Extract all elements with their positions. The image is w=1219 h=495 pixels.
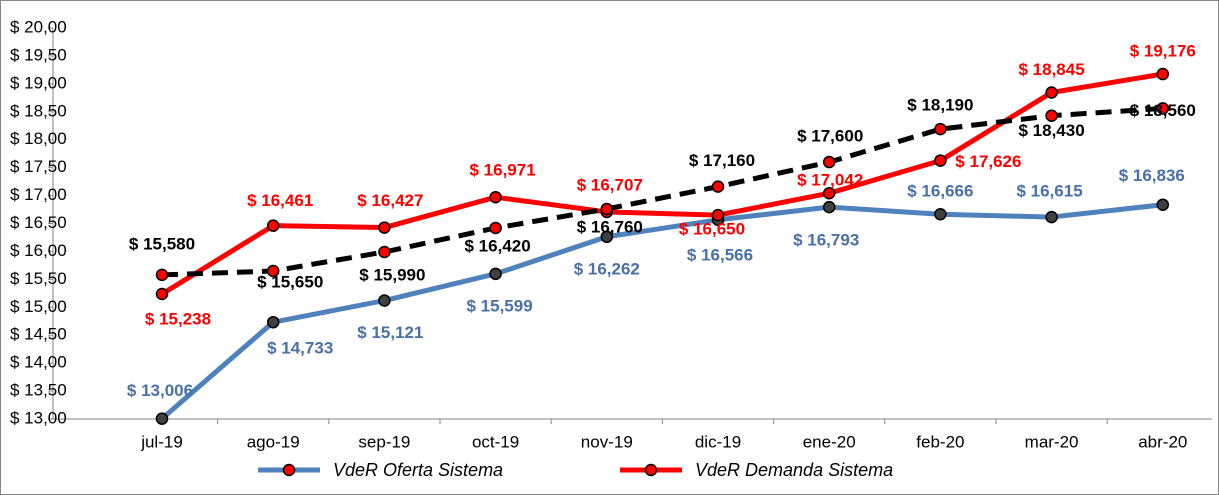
value-label: $ 17,042 xyxy=(797,171,863,190)
series-line xyxy=(160,202,1164,421)
value-label: $ 15,238 xyxy=(145,309,211,328)
marker xyxy=(600,230,614,244)
marker xyxy=(1156,102,1170,115)
marker xyxy=(1045,210,1058,224)
value-label: $ 14,733 xyxy=(267,339,333,358)
x-tick-label: nov-19 xyxy=(581,432,633,451)
y-tick-label: $ 17,50 xyxy=(10,157,67,176)
value-label: $ 16,262 xyxy=(574,259,640,278)
y-tick-label: $ 14,00 xyxy=(10,353,67,372)
value-label: $ 16,707 xyxy=(577,175,643,194)
marker xyxy=(934,154,947,167)
value-label: $ 16,566 xyxy=(687,245,753,264)
marker xyxy=(489,267,502,281)
y-tick-label: $ 20,00 xyxy=(10,17,67,36)
value-label: $ 15,650 xyxy=(257,272,323,291)
value-label: $ 17,600 xyxy=(797,127,863,146)
marker xyxy=(155,412,169,425)
y-tick-label: $ 18,00 xyxy=(10,129,67,148)
x-tick-label: mar-20 xyxy=(1025,432,1079,451)
value-label: $ 16,461 xyxy=(247,191,313,210)
value-label: $ 18,190 xyxy=(907,96,973,115)
marker xyxy=(489,221,502,235)
y-tick-label: $ 19,50 xyxy=(10,45,67,64)
marker xyxy=(822,186,836,200)
y-tick-label: $ 15,50 xyxy=(10,269,67,288)
marker xyxy=(266,315,280,329)
marker xyxy=(155,287,169,301)
marker xyxy=(1156,67,1170,81)
y-tick-label: $ 15,00 xyxy=(10,297,67,316)
legend-label: VdeR Oferta Sistema xyxy=(333,460,503,480)
value-label: $ 15,990 xyxy=(359,265,425,284)
marker xyxy=(600,202,614,216)
x-tick-label: feb-20 xyxy=(916,432,964,451)
marker xyxy=(489,190,502,204)
y-tick-label: $ 16,50 xyxy=(10,213,67,232)
value-label: $ 16,836 xyxy=(1119,166,1185,185)
legend-label: VdeR Demanda Sistema xyxy=(695,460,893,480)
x-tick-label: abr-20 xyxy=(1138,432,1187,451)
y-tick-label: $ 13,50 xyxy=(10,381,67,400)
value-label: $ 15,121 xyxy=(357,323,423,342)
x-tick-label: oct-19 xyxy=(472,432,519,451)
x-tick-label: ago-19 xyxy=(247,432,300,451)
marker xyxy=(378,221,391,234)
marker xyxy=(155,268,169,282)
marker xyxy=(711,208,725,222)
legend-marker xyxy=(282,463,296,477)
value-label: $ 15,599 xyxy=(467,296,533,315)
marker xyxy=(1156,198,1170,211)
value-label: $ 17,626 xyxy=(955,152,1021,171)
y-tick-label: $ 19,00 xyxy=(10,73,67,92)
value-label: $ 16,666 xyxy=(907,182,973,201)
y-tick-label: $ 16,00 xyxy=(10,241,67,260)
marker xyxy=(1045,109,1058,122)
value-label: $ 16,760 xyxy=(577,217,643,236)
marker xyxy=(822,155,836,169)
x-tick-label: ene-20 xyxy=(803,432,856,451)
x-tick-label: sep-19 xyxy=(358,432,410,451)
value-label: $ 16,793 xyxy=(793,231,859,250)
marker xyxy=(934,122,947,136)
series-line xyxy=(160,71,1164,297)
marker xyxy=(934,207,947,221)
y-tick-label: $ 13,00 xyxy=(10,408,67,427)
value-label: $ 15,580 xyxy=(129,234,195,253)
value-label: $ 16,420 xyxy=(465,236,531,255)
marker xyxy=(822,200,836,214)
value-label: $ 16,427 xyxy=(357,191,423,210)
legend-marker xyxy=(644,463,658,477)
y-tick-label: $ 17,00 xyxy=(10,185,67,204)
series-line xyxy=(161,105,1163,278)
x-tick-label: dic-19 xyxy=(695,432,741,451)
marker xyxy=(266,219,280,232)
marker xyxy=(711,180,725,193)
value-label: $ 18,845 xyxy=(1019,60,1085,79)
value-label: $ 18,560 xyxy=(1130,101,1196,120)
value-label: $ 16,650 xyxy=(679,220,745,239)
value-label: $ 17,160 xyxy=(689,151,755,170)
x-tick-label: jul-19 xyxy=(140,432,183,451)
marker xyxy=(1045,86,1058,99)
marker xyxy=(378,294,391,307)
y-tick-label: $ 14,50 xyxy=(10,325,67,344)
y-tick-label: $ 18,50 xyxy=(10,101,67,120)
marker xyxy=(378,245,391,259)
value-label: $ 16,615 xyxy=(1017,182,1083,201)
value-label: $ 13,006 xyxy=(127,381,193,400)
value-label: $ 16,971 xyxy=(470,161,536,180)
value-label: $ 18,430 xyxy=(1019,121,1085,140)
marker xyxy=(266,264,280,278)
value-label: $ 19,176 xyxy=(1130,42,1196,61)
